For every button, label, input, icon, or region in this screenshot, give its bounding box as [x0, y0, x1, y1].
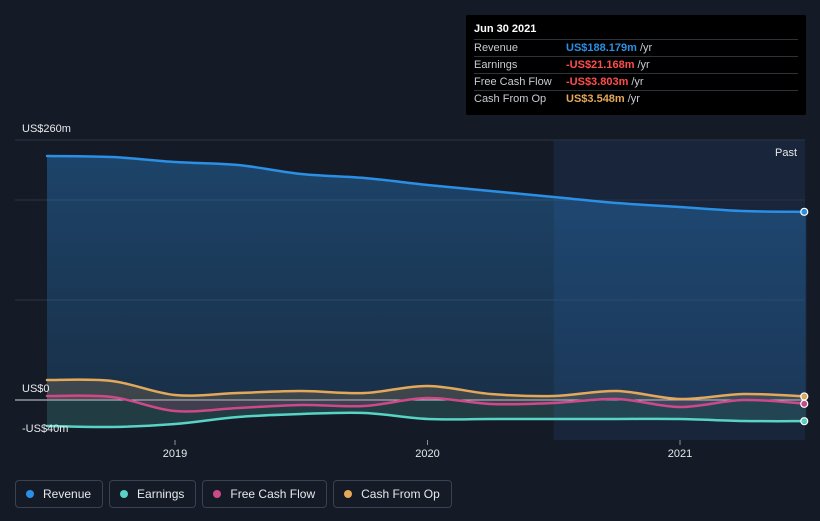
x-tick-label-2020: 2020: [415, 448, 439, 460]
legend-label: Free Cash Flow: [230, 487, 316, 501]
y-label-bottom: -US$40m: [22, 423, 68, 435]
series-end-points: [800, 207, 809, 426]
y-label-top: US$260m: [22, 123, 71, 135]
tooltip-row-revenue: Revenue US$188.179m /yr: [474, 40, 798, 57]
revenue-area: [47, 156, 807, 400]
cfo-dot-icon: [344, 490, 353, 498]
legend-label: Cash From Op: [361, 487, 440, 501]
earnings-dot-icon: [120, 490, 129, 498]
tooltip-date: Jun 30 2021: [474, 23, 798, 40]
tooltip-row-fcf: Free Cash Flow -US$3.803m /yr: [474, 74, 798, 91]
revenue-dot-icon: [26, 490, 34, 498]
x-tick-label-2019: 2019: [163, 448, 187, 460]
revenue-line: [45, 154, 808, 214]
legend-label: Revenue: [43, 487, 92, 501]
free-cash-flow-end-point: [800, 399, 809, 408]
tooltip: Jun 30 2021 Revenue US$188.179m /yr Earn…: [466, 15, 806, 115]
legend-cash-from-op[interactable]: Cash From Op: [333, 480, 452, 508]
past-label: Past: [775, 147, 797, 159]
free-cash-flow-line: [45, 394, 808, 413]
cash-from-op-end-point: [800, 392, 809, 401]
legend: Revenue Earnings Free Cash Flow Cash Fro…: [15, 480, 452, 508]
y-label-zero: US$0: [22, 383, 50, 395]
tooltip-label: Revenue: [474, 42, 519, 54]
x-tick-label-2021: 2021: [668, 448, 692, 460]
fcf-dot-icon: [213, 490, 222, 498]
earnings-end-point: [800, 417, 809, 426]
tooltip-label: Earnings: [474, 59, 518, 71]
earnings-area: [47, 400, 807, 428]
x-axis-ticks: 2019 2020 2021: [163, 440, 692, 460]
cash-from-op-line: [45, 378, 808, 401]
tooltip-unit: /yr: [639, 42, 653, 54]
tooltip-unit: /yr: [637, 59, 650, 71]
tooltip-value: US$188.179m: [566, 42, 637, 54]
tooltip-value: -US$3.803m: [566, 76, 629, 88]
tooltip-row-cfo: Cash From Op US$3.548m /yr: [474, 91, 798, 107]
legend-earnings[interactable]: Earnings: [109, 480, 197, 508]
tooltip-value: -US$21.168m: [566, 59, 635, 71]
tooltip-label: Cash From Op: [474, 93, 547, 105]
legend-free-cash-flow[interactable]: Free Cash Flow: [202, 480, 328, 508]
tooltip-unit: /yr: [627, 93, 640, 105]
tooltip-value: US$3.548m: [566, 93, 625, 105]
series-lines: [45, 154, 808, 429]
tooltip-label: Free Cash Flow: [474, 76, 552, 88]
cash-from-op-area: [47, 379, 807, 400]
revenue-end-point: [800, 207, 809, 216]
legend-revenue[interactable]: Revenue: [15, 480, 104, 508]
earnings-line: [45, 411, 808, 429]
tooltip-row-earnings: Earnings -US$21.168m /yr: [474, 57, 798, 74]
tooltip-unit: /yr: [631, 76, 644, 88]
legend-label: Earnings: [137, 487, 185, 501]
